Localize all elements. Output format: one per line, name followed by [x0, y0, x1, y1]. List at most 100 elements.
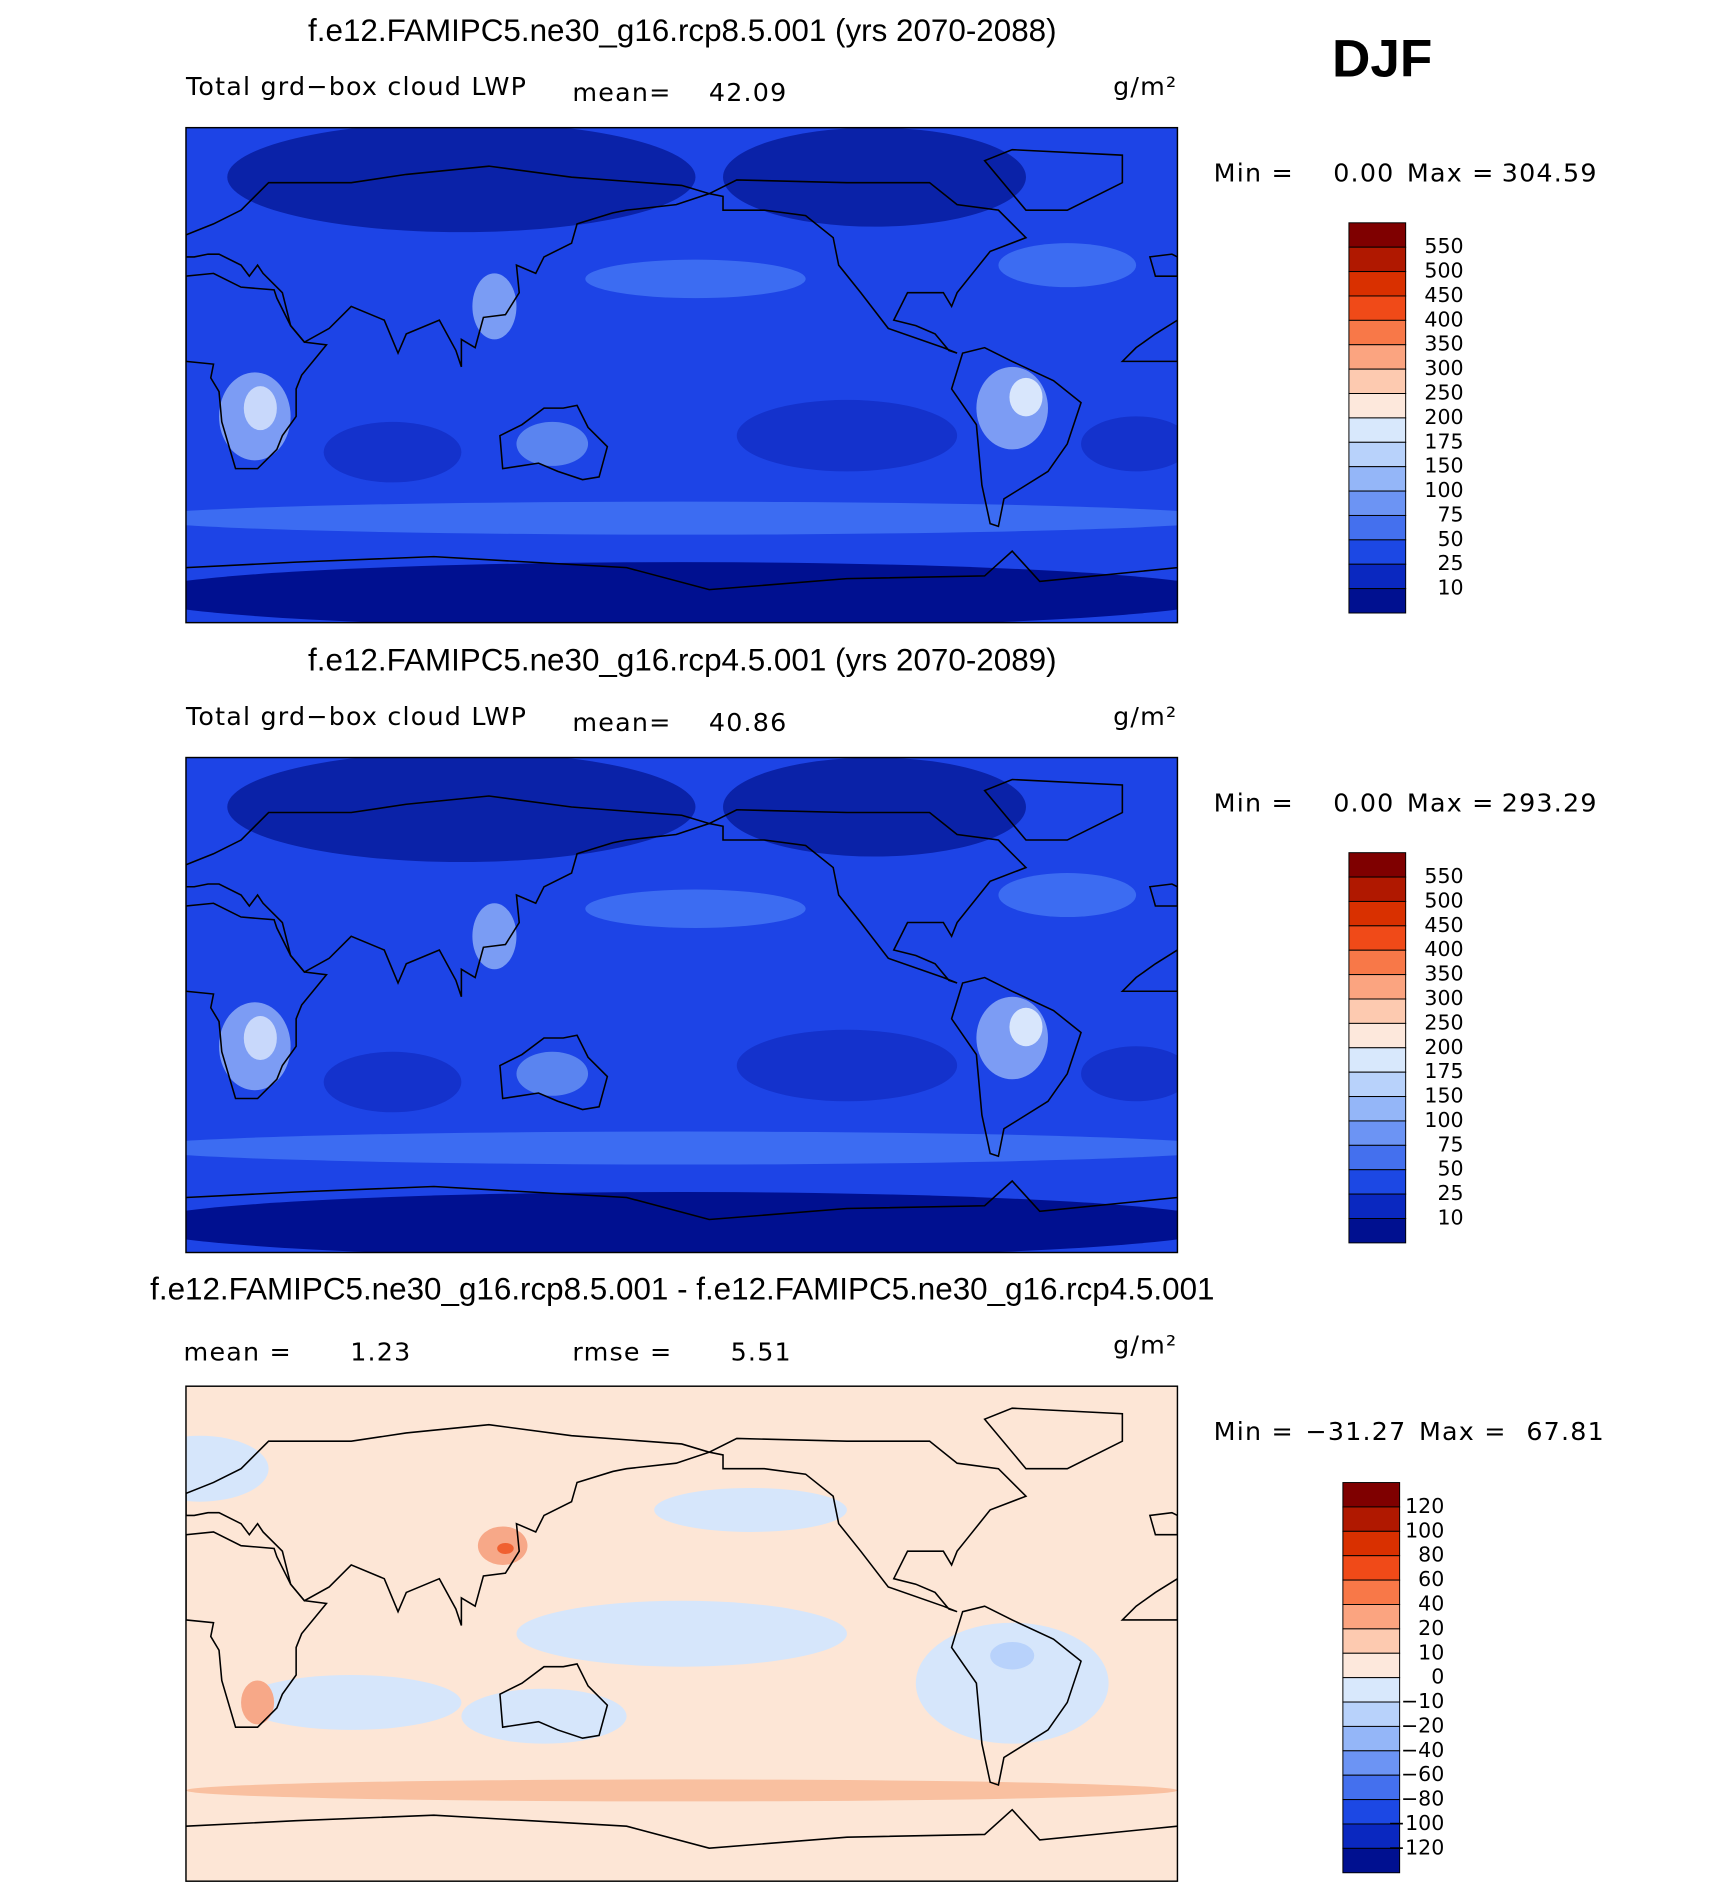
mean: 1.23 [350, 1337, 411, 1367]
coastline [499, 1663, 609, 1739]
colorbar-box [1348, 974, 1407, 1000]
coastline [1148, 253, 1178, 277]
colorbar-label: 60 [1418, 1567, 1444, 1591]
colorbar-label: 10 [1438, 576, 1464, 600]
field-patch [461, 1688, 627, 1744]
field-patch [241, 1674, 462, 1730]
units: g/m² [1113, 701, 1177, 731]
colorbar-box [1348, 222, 1407, 248]
map-fill [185, 127, 1178, 623]
min: 0.00 [1333, 158, 1394, 188]
colorbar-box [1342, 1774, 1401, 1801]
min-label: Min = [1214, 788, 1294, 818]
field-patch [243, 1016, 277, 1061]
colorbar-label: 100 [1405, 1518, 1444, 1542]
coastline [185, 550, 1178, 591]
colorbar-box [1342, 1506, 1401, 1532]
colorbar-label: 550 [1424, 234, 1463, 258]
colorbar-box [1348, 1144, 1407, 1171]
map-frame [185, 126, 1179, 624]
mean: 40.86 [709, 707, 788, 737]
field-patch [1081, 416, 1178, 472]
coastline [185, 902, 328, 1100]
colorbar-box [1342, 1652, 1401, 1679]
coastline [185, 795, 712, 998]
colorbar-box [1348, 1218, 1407, 1244]
colorbar-label: −120 [1388, 1835, 1444, 1859]
colorbar-label: 100 [1424, 478, 1463, 502]
field-patch [241, 1680, 275, 1725]
min: 0.00 [1333, 788, 1394, 818]
field-patch [323, 1051, 462, 1113]
max: 67.81 [1526, 1416, 1605, 1446]
colorbar-label: 450 [1424, 913, 1463, 937]
colorbar-label: 350 [1424, 332, 1463, 356]
colorbar-label: 175 [1424, 429, 1463, 453]
coastline [983, 148, 1124, 211]
coastline [499, 1034, 609, 1111]
colorbar-box [1348, 514, 1407, 541]
colorbar-label: 25 [1438, 1181, 1464, 1205]
colorbar-box [1342, 1799, 1401, 1825]
colorbar-label: 150 [1424, 454, 1463, 478]
season-label: DJF [1332, 30, 1432, 89]
map [185, 1385, 1179, 1882]
colorbar-box [1348, 368, 1407, 395]
coastline [950, 1605, 1082, 1786]
colorbar-box [1348, 344, 1407, 370]
colorbar-box [1342, 1823, 1401, 1849]
colorbar-box [1348, 563, 1407, 590]
colorbar-label: 200 [1424, 405, 1463, 429]
colorbar-label: 300 [1424, 356, 1463, 380]
colorbar-box [1348, 466, 1407, 492]
colorbar-label: 75 [1438, 502, 1464, 526]
colorbar-label: 175 [1424, 1059, 1463, 1083]
colorbar-box [1348, 319, 1407, 346]
coastline [706, 179, 1028, 354]
colorbar-box [1348, 295, 1407, 321]
colorbar-label: 450 [1424, 283, 1463, 307]
colorbar-label: 75 [1438, 1132, 1464, 1156]
colorbar-label: 350 [1424, 962, 1463, 986]
colorbar-label: 550 [1424, 864, 1463, 888]
colorbar-box [1342, 1847, 1401, 1874]
field-patch [736, 1029, 958, 1102]
colorbar-label: −40 [1401, 1738, 1444, 1762]
colorbar-label: 50 [1438, 1157, 1464, 1181]
coastline [1148, 883, 1178, 907]
colorbar-box [1348, 393, 1407, 419]
colorbar-box [1348, 417, 1407, 443]
colorbar-label: 400 [1424, 307, 1463, 331]
colorbar-box [1342, 1628, 1401, 1654]
colorbar-label: −10 [1401, 1689, 1444, 1713]
colorbar-box [1348, 900, 1407, 927]
field-patch [323, 421, 462, 483]
mean-label: mean = [184, 1337, 292, 1367]
colorbar-label: −20 [1401, 1713, 1444, 1737]
colorbar-box [1348, 1169, 1407, 1195]
coastline [185, 1808, 1178, 1849]
colorbar-box [1342, 1677, 1401, 1703]
field-patch [227, 757, 696, 863]
colorbar-box [1342, 1482, 1401, 1508]
map [185, 756, 1179, 1254]
field-patch [998, 243, 1137, 288]
field-patch [516, 421, 589, 466]
colorbar-label: 200 [1424, 1035, 1463, 1059]
label: Total grd−box cloud LWP [185, 701, 527, 731]
colorbar-box [1342, 1555, 1401, 1581]
field-patch [497, 1542, 514, 1554]
colorbar-label: 150 [1424, 1084, 1463, 1108]
field-patch [990, 1641, 1035, 1670]
colorbar-label: 250 [1424, 1010, 1463, 1034]
max: 293.29 [1502, 788, 1598, 818]
coastline [983, 1407, 1124, 1470]
coastline [185, 1179, 1178, 1221]
panel-title: f.e12.FAMIPC5.ne30_g16.rcp8.5.001 (yrs 2… [308, 13, 1057, 48]
mean-label: mean= [572, 707, 671, 737]
rmse: 5.51 [731, 1337, 792, 1367]
field-patch [472, 273, 517, 340]
min-label: Min = [1214, 1416, 1294, 1446]
field-patch [185, 1779, 1178, 1802]
